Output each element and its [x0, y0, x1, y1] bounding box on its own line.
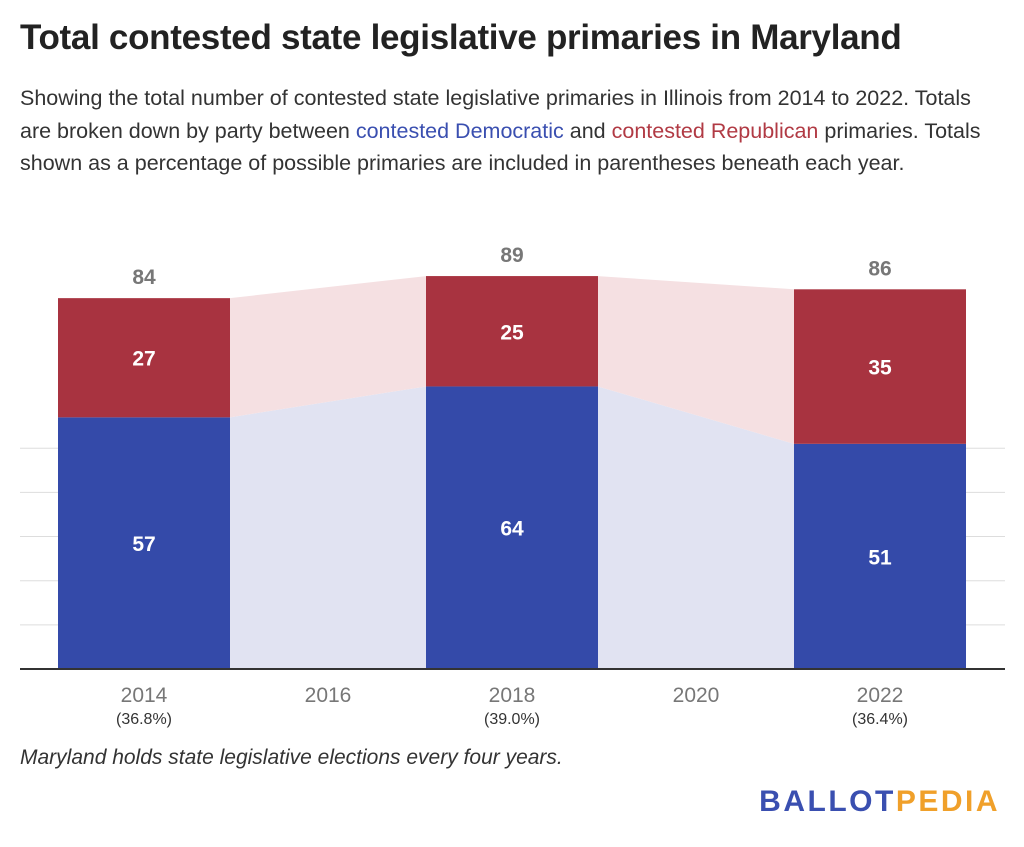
bar-republican-2018 [426, 276, 598, 387]
x-tick-label: 2018 [489, 684, 536, 707]
stacked-bar-chart: 57 27 84 64 25 89 51 35 86 2014 (36.8%) 2016 2018 (39… [20, 244, 1005, 728]
x-tick-label: 2020 [673, 684, 720, 707]
democratic-connector-area [598, 386, 794, 669]
data-label-democratic: 51 [868, 546, 892, 569]
republican-connector-area [598, 276, 794, 444]
subtitle-text-3: primaries. Totals shown as a percentage … [20, 118, 981, 176]
chart-footnote: Maryland holds state legislative electio… [20, 746, 563, 769]
data-label-republican: 27 [132, 348, 155, 371]
chart-subtitle: Showing the total number of contested st… [20, 82, 990, 180]
bar-democratic-2018 [426, 386, 598, 669]
x-tick-label: 2016 [305, 684, 352, 707]
bar-democratic-2022 [794, 443, 966, 669]
x-tick-percent-label: (36.8%) [116, 711, 172, 728]
x-tick-percent-label: (39.0%) [484, 711, 540, 728]
subtitle-text-1: Showing the total number of contested st… [20, 86, 971, 143]
bar-democratic-2014 [58, 417, 230, 669]
x-tick-label: 2014 [121, 684, 168, 707]
data-label-republican: 25 [500, 321, 524, 344]
data-label-democratic: 57 [132, 533, 155, 556]
data-label-democratic: 64 [500, 518, 524, 541]
bar-republican-2022 [794, 289, 966, 444]
republican-connector-area [230, 276, 426, 418]
chart-title: Total contested state legislative primar… [20, 18, 902, 57]
data-label-total: 86 [868, 257, 891, 280]
logo-ballot: BALLOT [759, 785, 896, 818]
democratic-connector-area [230, 386, 426, 669]
x-tick-percent-label: (36.4%) [852, 711, 908, 728]
subtitle-dem-highlight: contested Democratic [355, 118, 564, 143]
data-label-total: 84 [132, 266, 156, 289]
logo-pedia: PEDIA [895, 785, 1000, 818]
data-label-republican: 35 [868, 357, 892, 380]
subtitle-text-2: and [563, 118, 612, 143]
x-tick-label: 2022 [857, 684, 904, 707]
bar-republican-2014 [58, 298, 230, 418]
subtitle-rep-highlight: contested Republican [611, 118, 819, 143]
data-label-total: 89 [500, 244, 523, 267]
ballotpedia-logo: BALLOTPEDIA [759, 785, 1000, 819]
